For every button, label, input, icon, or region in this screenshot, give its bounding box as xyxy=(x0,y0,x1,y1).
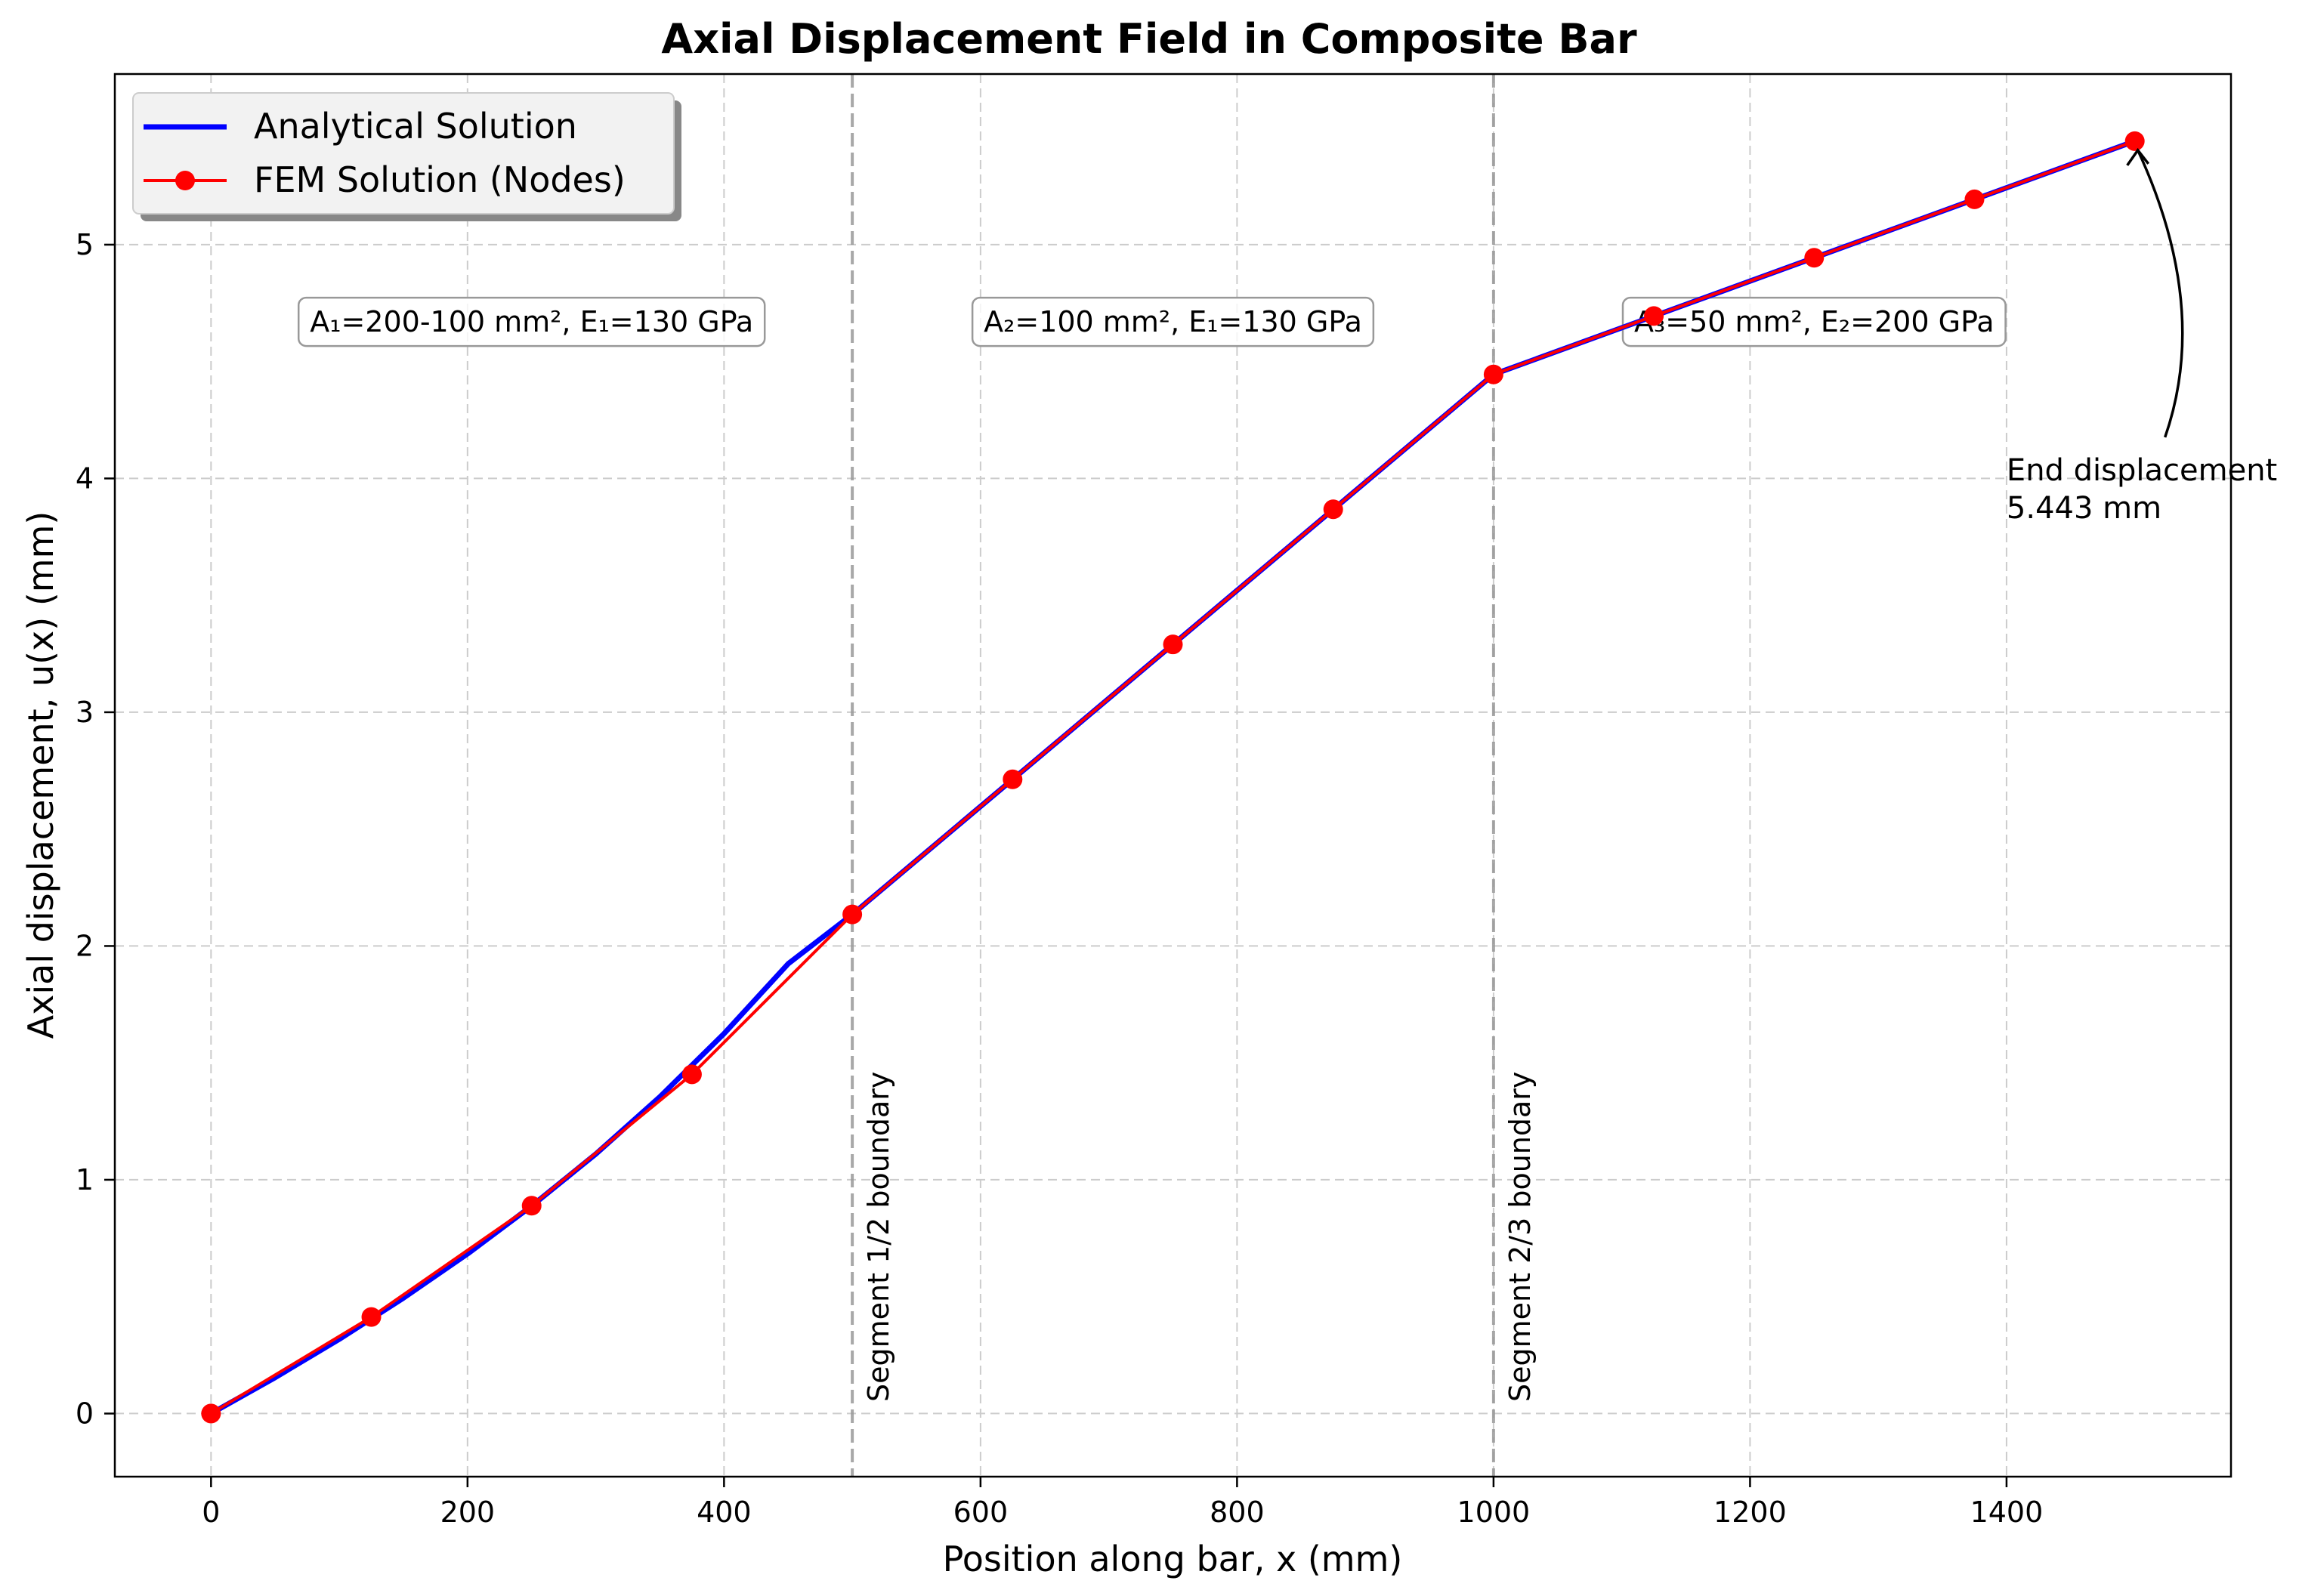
segment-boundary-label: Segment 2/3 boundary xyxy=(1503,1072,1537,1402)
y-tick-label: 5 xyxy=(76,228,94,261)
fem-node-marker xyxy=(521,1196,542,1216)
region-label-text: A₁=200-100 mm², E₁=130 GPa xyxy=(310,305,753,338)
fem-node-marker xyxy=(681,1064,702,1085)
x-axis-label: Position along bar, x (mm) xyxy=(943,1539,1403,1579)
legend-analytical-label: Analytical Solution xyxy=(254,106,577,147)
x-tick-label: 400 xyxy=(697,1496,752,1529)
y-tick-label: 4 xyxy=(76,462,94,495)
y-tick-label: 1 xyxy=(76,1163,94,1196)
region-label: A₁=200-100 mm², E₁=130 GPa xyxy=(297,296,766,347)
x-tick-label: 200 xyxy=(440,1496,496,1529)
region-label-box xyxy=(971,296,1375,347)
region-label-text: A₃=50 mm², E₂=200 GPa xyxy=(1634,305,1995,338)
annotation-text-line-1: End displacement xyxy=(2007,453,2277,488)
fem-node-marker xyxy=(201,1403,221,1424)
legend: Analytical Solution FEM Solution (Nodes) xyxy=(132,92,681,221)
x-tick-label: 800 xyxy=(1210,1496,1265,1529)
x-tick-label: 1200 xyxy=(1713,1496,1787,1529)
y-axis-label: Axial displacement, u(x) (mm) xyxy=(20,511,61,1039)
segment-boundaries: Segment 1/2 boundary Segment 2/3 boundary xyxy=(851,74,1537,1477)
region-label: A₃=50 mm², E₂=200 GPa xyxy=(1621,296,2007,347)
x-tick-label: 1000 xyxy=(1457,1496,1531,1529)
region-label-box xyxy=(1621,296,2007,347)
fem-node-marker xyxy=(842,904,863,925)
chart-title: Axial Displacement Field in Composite Ba… xyxy=(661,15,1637,63)
legend-fem-label: FEM Solution (Nodes) xyxy=(254,159,626,200)
region-label: A₂=100 mm², E₁=130 GPa xyxy=(971,296,1375,347)
legend-box xyxy=(132,92,675,215)
fem-node-marker xyxy=(1003,769,1023,789)
fem-node-marker xyxy=(2124,131,2145,151)
fem-node-marker xyxy=(1964,189,1985,209)
y-tick-label: 0 xyxy=(76,1397,94,1430)
annotation-arrow-line xyxy=(2137,150,2184,438)
region-labels: A₁=200-100 mm², E₁=130 GPa A₂=100 mm², E₁… xyxy=(297,296,2007,347)
x-tick-label: 600 xyxy=(953,1496,1009,1529)
legend-fem-marker xyxy=(175,171,195,190)
region-label-box xyxy=(297,296,766,347)
fem-node-marker xyxy=(1323,499,1343,520)
y-tick-label: 2 xyxy=(76,929,94,962)
y-tick-label: 3 xyxy=(76,696,94,729)
data-series xyxy=(201,131,2145,1424)
annotation-text-line-2: 5.443 mm xyxy=(2007,491,2161,526)
fem-node-marker xyxy=(1163,634,1183,655)
fem-node-marker xyxy=(1483,364,1503,384)
fem-node-marker xyxy=(1644,306,1664,326)
x-tick-label: 1400 xyxy=(1970,1496,2044,1529)
plot-area-frame xyxy=(113,73,2232,1478)
axis-ticks: 0 200 400 600 800 1000 1200 1400 0 1 2 3 4 5 xyxy=(76,228,2043,1529)
annotation-arrow-head xyxy=(2126,147,2150,166)
x-tick-label: 0 xyxy=(202,1496,220,1529)
segment-boundary-label: Segment 1/2 boundary xyxy=(862,1072,895,1402)
region-label-text: A₂=100 mm², E₁=130 GPa xyxy=(984,305,1362,338)
fem-node-marker xyxy=(1804,248,1825,268)
fem-node-marker xyxy=(361,1307,382,1327)
